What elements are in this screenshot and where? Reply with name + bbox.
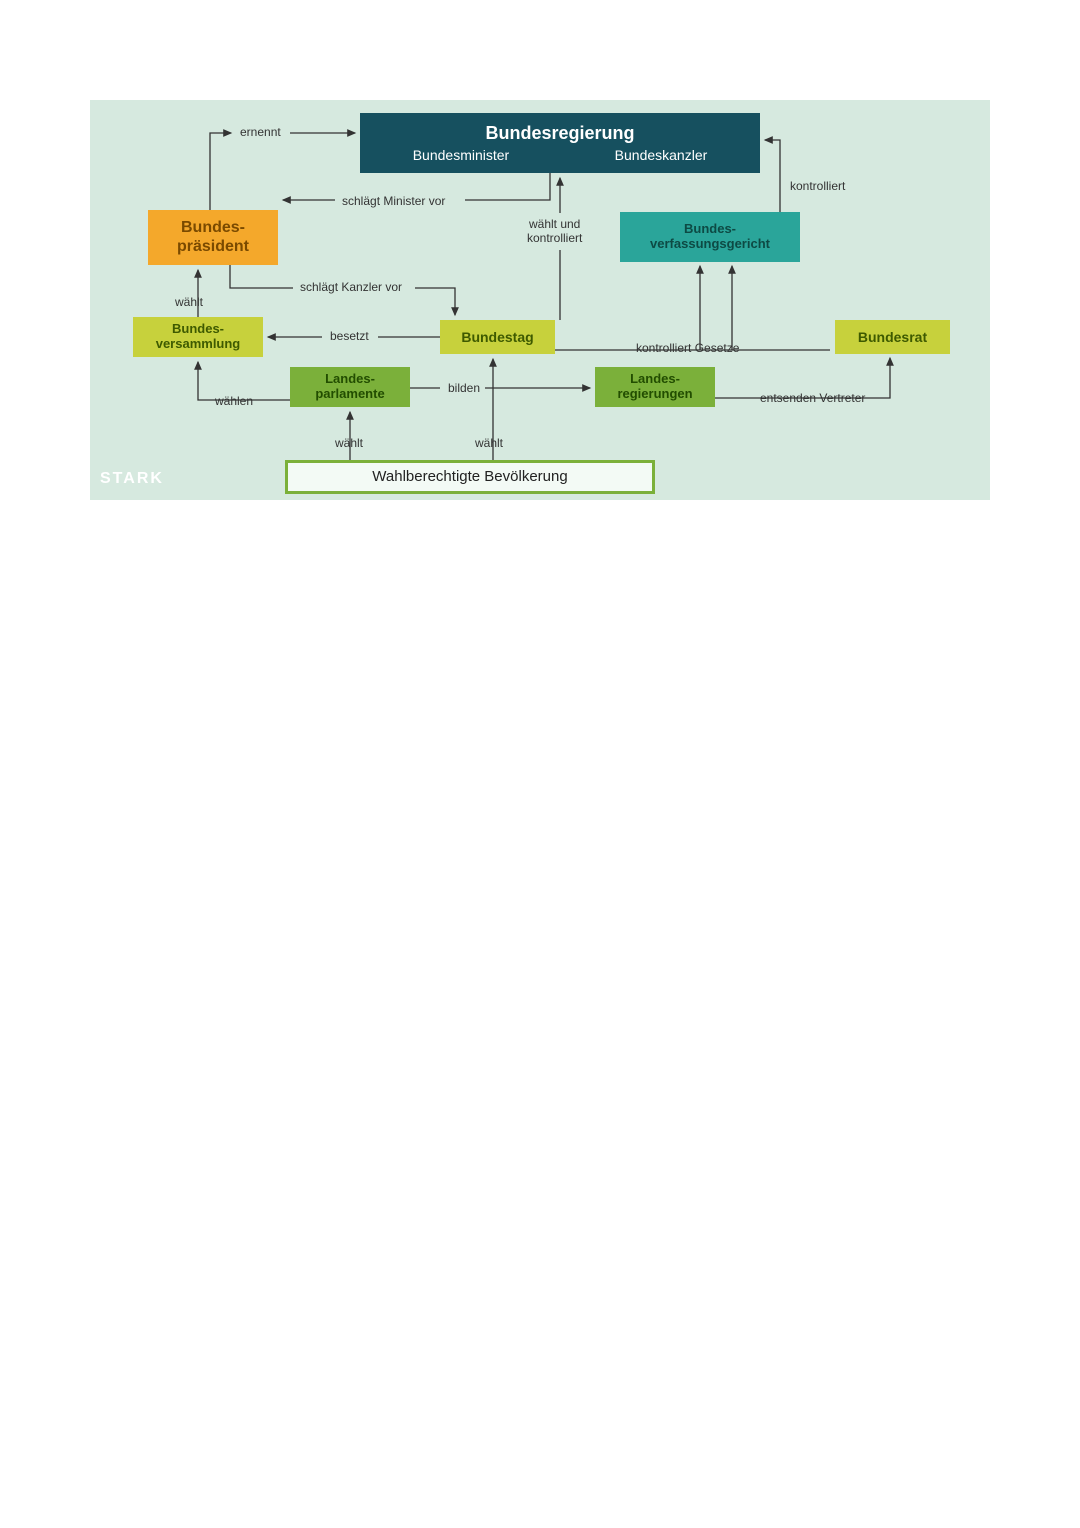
- label-waehlt-kontroll: wählt und kontrolliert: [527, 218, 582, 246]
- label-waehlen-bv: wählen: [215, 395, 253, 409]
- node-line2: versammlung: [156, 337, 241, 352]
- node-bevoelkerung: Wahlberechtigte Bevölkerung: [285, 460, 655, 494]
- label-entsenden: entsenden Vertreter: [760, 392, 865, 406]
- label-kontrolliert-top: kontrolliert: [790, 180, 845, 194]
- node-bundespraesident: Bundes- präsident: [148, 210, 278, 265]
- label-waehlt-lp: wählt: [335, 437, 363, 451]
- node-line1: Bundestag: [461, 329, 533, 345]
- node-landesregierungen: Landes- regierungen: [595, 367, 715, 407]
- node-bundestag: Bundestag: [440, 320, 555, 354]
- node-sub-right: Bundeskanzler: [615, 147, 708, 163]
- node-line2: regierungen: [617, 387, 692, 402]
- label-bilden: bilden: [448, 382, 480, 396]
- node-landesparlamente: Landes- parlamente: [290, 367, 410, 407]
- diagram-canvas: Bundesregierung Bundesminister Bundeskan…: [0, 0, 1080, 1528]
- node-line1: Landes-: [630, 372, 680, 387]
- node-sub-left: Bundesminister: [413, 147, 510, 163]
- label-waehlt-praes: wählt: [175, 296, 203, 310]
- node-line1: Bundesrat: [858, 329, 927, 345]
- node-verfassungsgericht: Bundes- verfassungsgericht: [620, 212, 800, 262]
- label-besetzt: besetzt: [330, 330, 369, 344]
- node-bundesregierung: Bundesregierung Bundesminister Bundeskan…: [360, 113, 760, 173]
- label-kontroll-ges: kontrolliert Gesetze: [636, 342, 739, 356]
- node-bundesversammlung: Bundes- versammlung: [133, 317, 263, 357]
- node-line2: verfassungsgericht: [650, 237, 770, 252]
- watermark: STARK: [100, 470, 164, 488]
- node-line1: Landes-: [325, 372, 375, 387]
- node-bundesrat: Bundesrat: [835, 320, 950, 354]
- node-line1: Bundes-: [684, 222, 736, 237]
- node-title: Bundesregierung: [485, 123, 634, 144]
- label-schlaegt-kanz: schlägt Kanzler vor: [300, 281, 402, 295]
- label-waehlt-bt: wählt: [475, 437, 503, 451]
- node-line2: präsident: [177, 238, 249, 256]
- label-ernennt: ernennt: [240, 126, 281, 140]
- node-line1: Bundes-: [172, 322, 224, 337]
- node-line1: Bundes-: [181, 219, 245, 237]
- node-line1: Wahlberechtigte Bevölkerung: [372, 468, 567, 485]
- label-schlaegt-min: schlägt Minister vor: [342, 195, 445, 209]
- node-line2: parlamente: [315, 387, 384, 402]
